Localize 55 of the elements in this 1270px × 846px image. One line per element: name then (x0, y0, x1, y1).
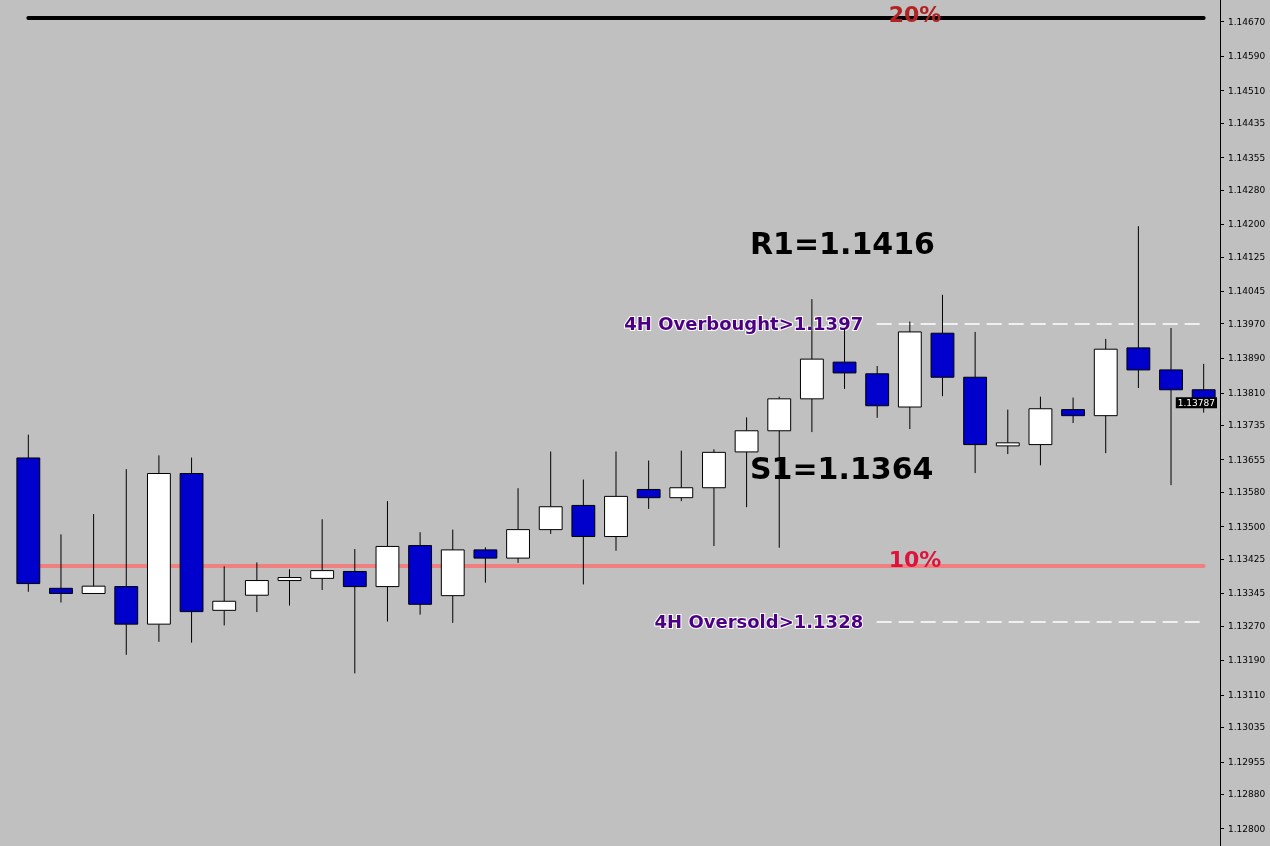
y-tick-label: 1.13345 (1228, 588, 1266, 599)
y-tick-label: 1.14510 (1228, 85, 1266, 96)
ref-line-label: 4H Oversold>1.1328 (654, 611, 864, 633)
candlestick (179, 457, 204, 644)
y-tick-label: 1.13035 (1228, 722, 1266, 733)
y-tick-label: 1.14045 (1228, 286, 1266, 297)
y-tick-label: 1.14590 (1228, 51, 1266, 62)
candlestick (1093, 338, 1118, 454)
candlestick (636, 460, 661, 510)
y-tick-label: 1.12800 (1228, 823, 1266, 834)
y-tick-label: 1.13110 (1228, 689, 1266, 700)
y-tick-label: 1.14670 (1228, 16, 1266, 27)
y-tick-label: 1.13655 (1228, 454, 1266, 465)
candlestick (277, 568, 302, 607)
candlestick (212, 565, 237, 626)
y-tick-label: 1.13580 (1228, 487, 1266, 498)
candlestick (702, 448, 726, 547)
candlestick (1126, 225, 1151, 389)
candlestick (930, 294, 955, 397)
y-tick-label: 1.13190 (1228, 655, 1266, 666)
candlestick (963, 331, 988, 474)
candlestick (244, 561, 269, 613)
y-tick-label: 1.13735 (1228, 420, 1266, 431)
y-tick-label: 1.14355 (1228, 152, 1266, 163)
y-tick-label: 1.12955 (1228, 756, 1266, 767)
y-tick-label: 1.14435 (1228, 118, 1266, 129)
candlestick (538, 450, 563, 535)
candlestick (49, 533, 73, 604)
candlestick (604, 450, 628, 552)
candlestick (375, 500, 400, 623)
candlestick (669, 450, 694, 502)
candlestick (1028, 396, 1053, 466)
y-tick-label: 1.13810 (1228, 387, 1266, 398)
y-tick-label: 1.13890 (1228, 353, 1266, 364)
y-tick-label: 1.14125 (1228, 251, 1266, 262)
annotation: R1=1.1416 (750, 225, 935, 261)
annotation: 1.13787 (1177, 397, 1215, 408)
candlestick (408, 531, 433, 616)
annotation: 10% (888, 546, 942, 572)
candlestick (1061, 397, 1086, 424)
candlestick (146, 454, 171, 643)
candlestick (440, 529, 465, 624)
candlestick (571, 479, 596, 585)
y-tick-label: 1.13500 (1228, 521, 1266, 532)
candlestick (310, 518, 335, 591)
y-tick-label: 1.13270 (1228, 620, 1266, 631)
candlestick (342, 548, 367, 674)
y-tick-label: 1.14200 (1228, 219, 1266, 230)
y-tick-label: 1.13425 (1228, 553, 1266, 564)
y-tick-label: 1.14280 (1228, 184, 1266, 195)
y-tick-label: 1.12880 (1228, 789, 1266, 800)
candlestick (16, 434, 41, 593)
candlestick (506, 487, 530, 564)
candlestick (114, 468, 139, 656)
y-tick-label: 1.13970 (1228, 318, 1266, 329)
